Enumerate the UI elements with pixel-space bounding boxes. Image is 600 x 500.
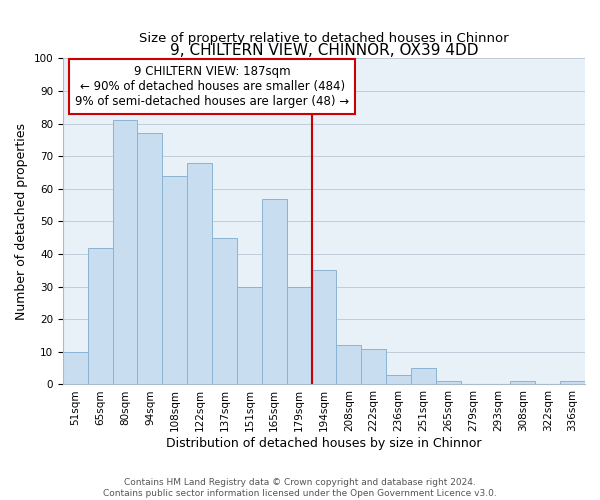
Bar: [411, 368, 436, 384]
Text: Contains HM Land Registry data © Crown copyright and database right 2024.
Contai: Contains HM Land Registry data © Crown c…: [103, 478, 497, 498]
Bar: [337, 346, 361, 385]
Bar: [212, 238, 237, 384]
Bar: [511, 381, 535, 384]
Bar: [63, 352, 88, 384]
Bar: [311, 270, 337, 384]
Bar: [287, 286, 311, 384]
Bar: [361, 348, 386, 384]
Bar: [88, 248, 113, 384]
X-axis label: Distribution of detached houses by size in Chinnor: Distribution of detached houses by size …: [166, 437, 482, 450]
Text: Size of property relative to detached houses in Chinnor: Size of property relative to detached ho…: [139, 32, 509, 46]
Bar: [237, 286, 262, 384]
Text: 9 CHILTERN VIEW: 187sqm
← 90% of detached houses are smaller (484)
9% of semi-de: 9 CHILTERN VIEW: 187sqm ← 90% of detache…: [75, 65, 349, 108]
Bar: [113, 120, 137, 384]
Bar: [560, 381, 585, 384]
Title: 9, CHILTERN VIEW, CHINNOR, OX39 4DD: 9, CHILTERN VIEW, CHINNOR, OX39 4DD: [170, 44, 478, 59]
Bar: [386, 374, 411, 384]
Y-axis label: Number of detached properties: Number of detached properties: [15, 123, 28, 320]
Bar: [163, 176, 187, 384]
Bar: [137, 134, 163, 384]
Bar: [187, 162, 212, 384]
Bar: [262, 198, 287, 384]
Bar: [436, 381, 461, 384]
